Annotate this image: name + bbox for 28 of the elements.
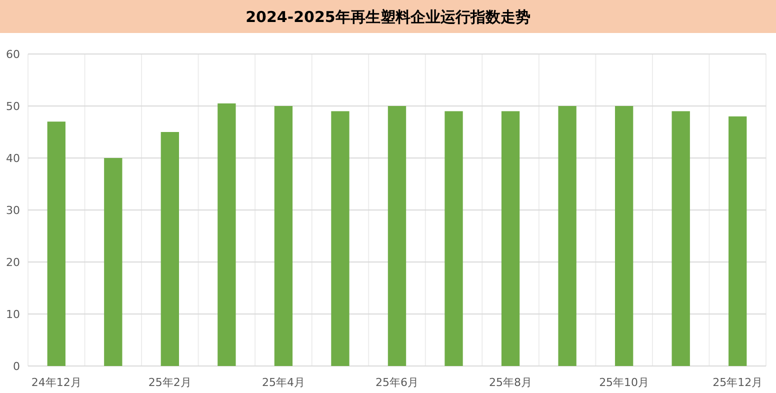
bar — [501, 111, 520, 366]
y-tick-label: 20 — [6, 256, 20, 269]
y-tick-label: 40 — [6, 152, 20, 165]
bar — [274, 106, 293, 366]
bar — [47, 122, 66, 366]
y-tick-label: 60 — [6, 48, 20, 61]
x-tick-label: 25年12月 — [712, 376, 763, 389]
y-tick-label: 50 — [6, 100, 20, 113]
bar — [728, 116, 747, 366]
bar — [388, 106, 406, 366]
x-tick-label: 24年12月 — [31, 376, 82, 389]
x-tick-label: 25年10月 — [599, 376, 650, 389]
chart-title: 2024-2025年再生塑料企业运行指数走势 — [246, 8, 530, 26]
bar — [614, 106, 634, 366]
x-tick-label: 25年6月 — [376, 376, 418, 389]
x-tick-label: 25年2月 — [148, 376, 192, 389]
bar — [672, 111, 690, 366]
y-tick-label: 0 — [13, 360, 20, 373]
x-tick-label: 25年4月 — [262, 376, 305, 389]
y-tick-label: 30 — [6, 204, 20, 217]
bar — [331, 111, 350, 366]
bar — [558, 106, 576, 366]
bar — [218, 103, 236, 366]
bar — [160, 132, 180, 366]
bar — [444, 111, 463, 366]
bar — [104, 158, 122, 366]
x-tick-label: 25年8月 — [489, 376, 532, 389]
y-tick-label: 10 — [6, 308, 20, 321]
